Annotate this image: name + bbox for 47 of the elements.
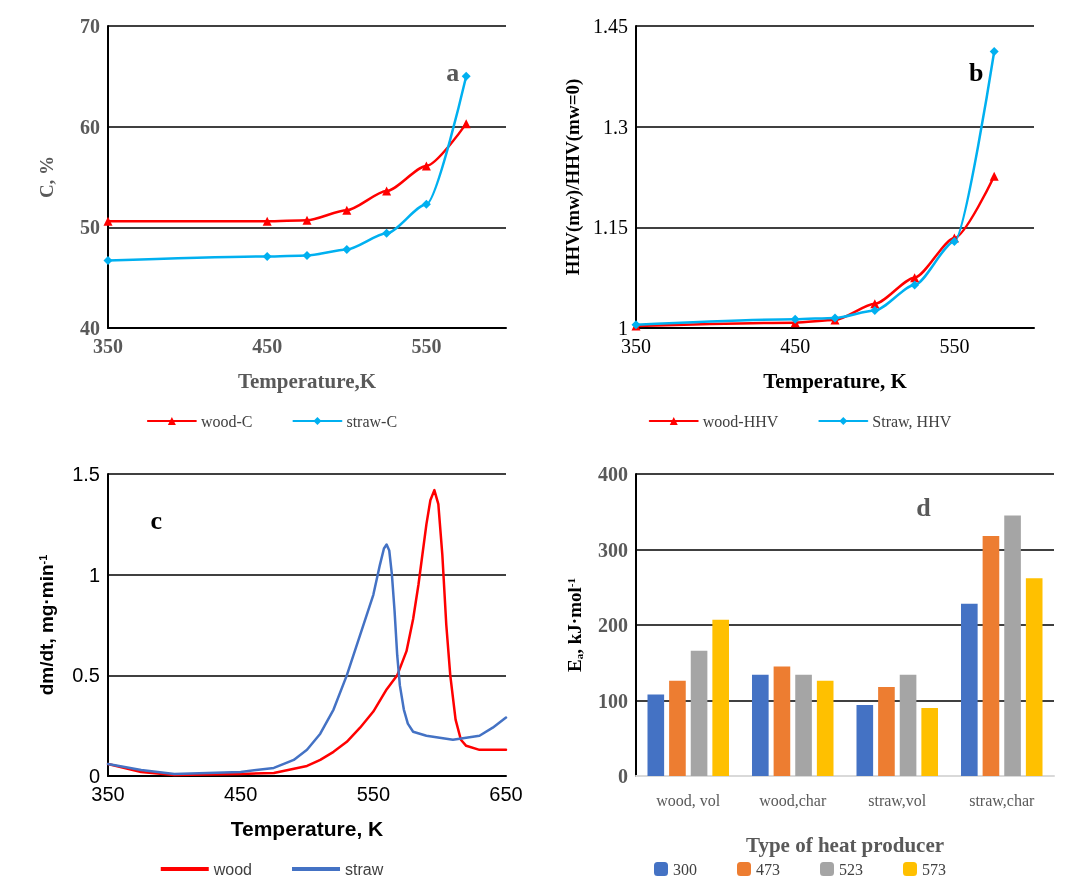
legend-label: straw	[345, 860, 384, 878]
y-tick-label: 1.3	[603, 115, 628, 138]
y-tick-label: 1	[88, 563, 100, 586]
annotation: b	[968, 58, 984, 88]
y-tick-label: 400	[598, 463, 628, 485]
annotation: a	[446, 58, 460, 88]
y-tick-label: 300	[598, 538, 628, 561]
annotation: c	[150, 506, 163, 536]
y-tick-label: 60	[80, 115, 100, 138]
x-tick-label: 450	[252, 335, 283, 357]
legend-label: 300	[673, 860, 697, 878]
x-axis-title: Temperature, K	[763, 368, 908, 393]
annotation: d	[916, 493, 932, 523]
y-axis-title: C, %	[36, 155, 57, 199]
x-tick-label: 650	[489, 783, 523, 805]
x-tick-label: 550	[356, 783, 391, 805]
legend-label: Straw, HHV	[872, 412, 952, 430]
y-tick-label: 1.5	[72, 463, 100, 485]
y-tick-label: 200	[598, 614, 628, 636]
y-tick-label: 100	[598, 689, 628, 712]
x-tick-label: 550	[939, 335, 970, 357]
legend-label: 573	[922, 860, 946, 878]
y-tick-label: 0.5	[72, 664, 100, 687]
x-tick-label: straw,char	[969, 791, 1035, 809]
y-tick-label: 1.45	[593, 15, 628, 37]
x-axis-title: Type of heat producer	[745, 832, 945, 857]
y-tick-label: 1.15	[593, 216, 628, 239]
legend-label: straw-C	[346, 412, 398, 430]
x-tick-label: wood,char	[759, 791, 827, 809]
x-tick-label: wood, vol	[656, 791, 721, 809]
y-axis-title: dm/dt, mg·min-1	[36, 554, 57, 696]
legend-label: wood-HHV	[702, 412, 779, 430]
y-tick-label: 70	[80, 15, 100, 37]
x-axis-title: Temperature, K	[230, 817, 384, 840]
y-tick-label: 50	[80, 216, 100, 239]
y-axis-title: Ea, kJ·mol-1	[564, 578, 585, 672]
legend-label: wood	[212, 860, 253, 878]
x-tick-label: straw,vol	[868, 791, 927, 809]
x-tick-label: 450	[780, 335, 811, 357]
x-axis-title: Temperature,K	[237, 368, 377, 393]
x-tick-label: 550	[411, 335, 442, 357]
y-axis-title: HHV(mw)/HHV(mw=0)	[562, 78, 585, 276]
legend-label: 523	[839, 860, 863, 878]
x-tick-label: 450	[223, 783, 258, 805]
legend-label: 473	[756, 860, 780, 878]
y-tick-label: 0	[618, 765, 628, 787]
legend-label: wood-C	[200, 412, 253, 430]
